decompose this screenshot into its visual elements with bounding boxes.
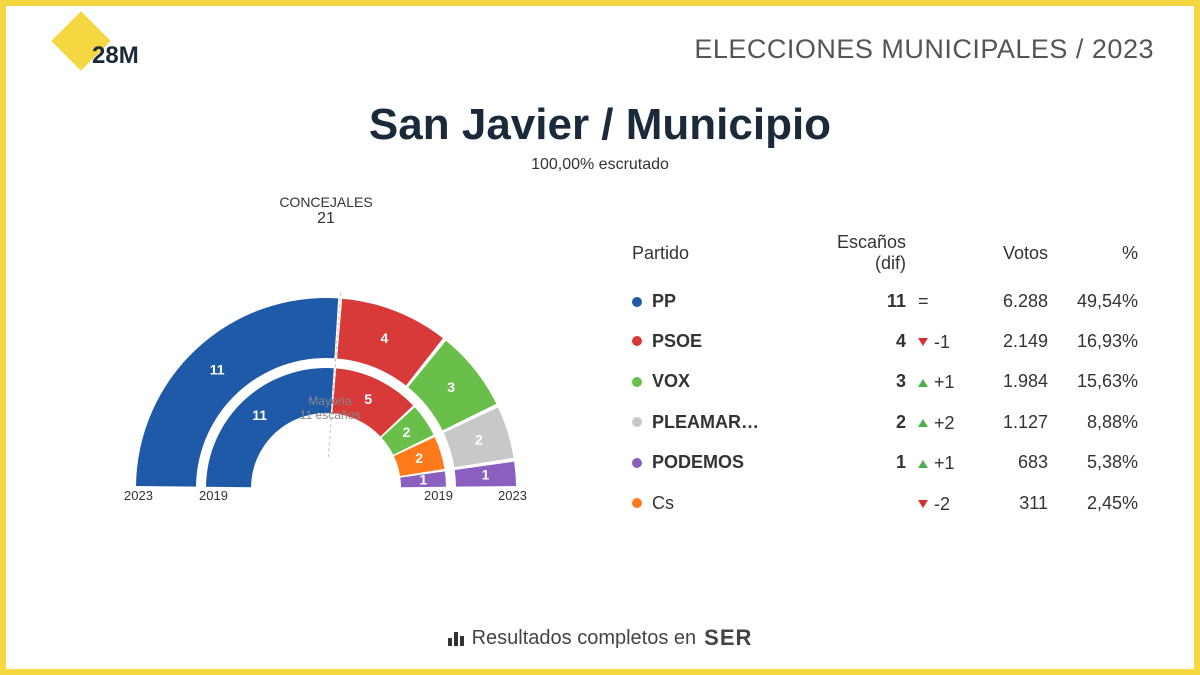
header-title: ELECCIONES MUNICIPALES / 2023 (694, 34, 1154, 65)
party-cell: PODEMOS (632, 452, 825, 473)
party-cell: PSOE (632, 331, 825, 352)
axis-inner-right: 2019 (424, 488, 453, 503)
arc-label: 1 (482, 467, 490, 483)
arc-label: 2 (475, 432, 483, 448)
col-escanos: Escaños (dif) (831, 224, 912, 282)
table-row: PLEAMAR… 2+21.1278,88% (626, 402, 1144, 443)
results-table: Partido Escaños (dif) Votos % PP 11=6.288… (626, 224, 1144, 524)
seats-cell: 11 (831, 282, 912, 321)
arc-label: 2 (403, 424, 411, 440)
pct-cell: 8,88% (1054, 402, 1144, 443)
party-dot-icon (632, 297, 642, 307)
votes-cell: 6.288 (974, 282, 1054, 321)
party-cell: PP (632, 291, 825, 312)
table-row: VOX 3+11.98415,63% (626, 362, 1144, 403)
axis-outer-left: 2023 (124, 488, 153, 503)
table-row: PSOE 4-12.14916,93% (626, 321, 1144, 362)
arrow-up-icon (918, 419, 928, 427)
arc-label: 4 (381, 330, 389, 346)
arrow-down-icon (918, 338, 928, 346)
footer-text: Resultados completos en (472, 627, 697, 650)
diff-cell: -1 (912, 321, 974, 362)
arc-label: 11 (210, 361, 225, 377)
party-dot-icon (632, 458, 642, 468)
col-dif (912, 224, 974, 282)
concejales-total: 21 (46, 210, 606, 228)
table-row: PP 11=6.28849,54% (626, 282, 1144, 321)
hemicycle-svg: 114321115221 (46, 228, 606, 518)
diff-cell: +1 (912, 443, 974, 484)
party-name: PSOE (652, 331, 702, 352)
votes-cell: 683 (974, 443, 1054, 484)
pct-cell: 5,38% (1054, 443, 1144, 484)
footer-brand: SER (704, 625, 752, 651)
arrow-down-icon (918, 500, 928, 508)
col-votos: Votos (974, 224, 1054, 282)
title-block: San Javier / Municipio 100,00% escrutado (6, 100, 1194, 174)
hemicycle-chart: CONCEJALES 21 114321115221 Mayoría 11 es… (46, 194, 606, 524)
party-dot-icon (632, 377, 642, 387)
votes-cell: 1.984 (974, 362, 1054, 403)
diff-cell: -2 (912, 483, 974, 524)
diff-cell: +1 (912, 362, 974, 403)
arc-label: 11 (252, 407, 267, 423)
arc-label: 3 (447, 379, 455, 395)
party-dot-icon (632, 417, 642, 427)
diff-cell: +2 (912, 402, 974, 443)
table-row: Cs -23112,45% (626, 483, 1144, 524)
seats-cell: 2 (831, 402, 912, 443)
party-name: Cs (652, 493, 674, 514)
party-name: PODEMOS (652, 452, 744, 473)
votes-cell: 1.127 (974, 402, 1054, 443)
col-partido: Partido (626, 224, 831, 282)
seats-cell (831, 483, 912, 524)
party-name: PP (652, 291, 676, 312)
party-dot-icon (632, 336, 642, 346)
diff-cell: = (912, 282, 974, 321)
concejales-label: CONCEJALES (46, 194, 606, 210)
arc-label: 2 (415, 450, 423, 466)
bar-chart-icon (448, 630, 464, 646)
logo-28m: 28M (46, 24, 139, 74)
party-cell: PLEAMAR… (632, 412, 825, 433)
votes-cell: 311 (974, 483, 1054, 524)
party-name: PLEAMAR… (652, 412, 759, 433)
votes-cell: 2.149 (974, 321, 1054, 362)
col-pct: % (1054, 224, 1144, 282)
subtitle: 100,00% escrutado (6, 156, 1194, 174)
arrow-up-icon (918, 379, 928, 387)
party-dot-icon (632, 498, 642, 508)
arrow-up-icon (918, 460, 928, 468)
logo-text: 28M (92, 42, 139, 70)
page-title: San Javier / Municipio (6, 100, 1194, 150)
pct-cell: 15,63% (1054, 362, 1144, 403)
results-table-area: Partido Escaños (dif) Votos % PP 11=6.288… (626, 194, 1154, 524)
axis-outer-right: 2023 (498, 488, 527, 503)
party-name: VOX (652, 371, 690, 392)
axis-inner-left: 2019 (199, 488, 228, 503)
content: CONCEJALES 21 114321115221 Mayoría 11 es… (6, 174, 1194, 524)
party-cell: VOX (632, 371, 825, 392)
seats-cell: 4 (831, 321, 912, 362)
header: 28M ELECCIONES MUNICIPALES / 2023 (6, 6, 1194, 84)
pct-cell: 16,93% (1054, 321, 1144, 362)
pct-cell: 49,54% (1054, 282, 1144, 321)
majority-label: Mayoría 11 escaños (290, 394, 370, 423)
seats-cell: 3 (831, 362, 912, 403)
table-row: PODEMOS 1+16835,38% (626, 443, 1144, 484)
footer: Resultados completos en SER (6, 625, 1194, 651)
pct-cell: 2,45% (1054, 483, 1144, 524)
arc-label: 1 (419, 471, 427, 487)
seats-cell: 1 (831, 443, 912, 484)
party-cell: Cs (632, 493, 825, 514)
